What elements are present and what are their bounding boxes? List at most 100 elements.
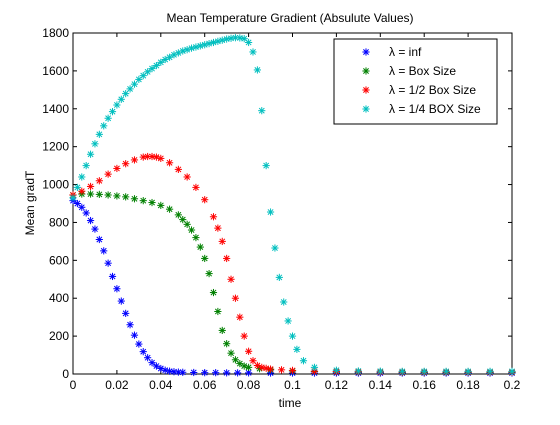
marker-stroke xyxy=(74,200,81,207)
marker-stroke xyxy=(293,346,300,353)
marker-stroke xyxy=(74,184,81,191)
data-point xyxy=(420,367,428,375)
marker-stroke xyxy=(210,289,217,296)
marker-stroke xyxy=(87,183,94,190)
marker-stroke xyxy=(70,194,76,201)
marker-stroke xyxy=(188,227,195,233)
marker-stroke xyxy=(311,364,318,371)
chart-title: Mean Temperature Gradient (Absulute Valu… xyxy=(166,11,413,25)
marker-stroke xyxy=(232,295,239,302)
marker-stroke xyxy=(109,108,116,115)
marker-stroke xyxy=(184,174,191,180)
marker-stroke xyxy=(443,368,450,375)
marker-stroke xyxy=(289,367,296,374)
marker-stroke xyxy=(228,35,234,42)
data-point xyxy=(86,150,95,158)
marker-stroke xyxy=(219,37,226,44)
data-point xyxy=(108,108,117,116)
marker-stroke xyxy=(201,41,208,48)
data-point xyxy=(205,269,213,278)
data-point xyxy=(205,40,213,48)
marker-stroke xyxy=(105,171,112,178)
marker-stroke xyxy=(258,107,265,114)
data-point xyxy=(161,366,169,374)
marker-stroke xyxy=(113,285,120,292)
marker-stroke xyxy=(100,122,107,129)
data-point xyxy=(240,332,248,340)
legend-marker xyxy=(362,48,370,56)
data-point xyxy=(122,309,130,317)
marker-stroke xyxy=(127,321,134,328)
marker-stroke xyxy=(144,153,151,160)
marker-stroke xyxy=(228,276,234,283)
marker-stroke xyxy=(254,66,261,73)
marker-stroke xyxy=(144,354,151,361)
data-point xyxy=(249,357,257,365)
marker-stroke xyxy=(135,341,142,348)
marker-stroke xyxy=(166,54,173,61)
data-point xyxy=(139,348,147,356)
data-point xyxy=(78,187,86,195)
marker-stroke xyxy=(280,299,287,305)
legend: λ = inf λ = Box Size λ = 1/2 Box Size λ = 1… xyxy=(333,38,498,125)
data-point xyxy=(113,101,121,109)
marker-stroke xyxy=(109,273,116,280)
marker-stroke xyxy=(162,367,169,374)
data-point xyxy=(174,211,182,219)
marker-stroke xyxy=(363,49,369,55)
marker-stroke xyxy=(223,255,230,262)
marker-stroke xyxy=(131,156,138,163)
marker-stroke xyxy=(162,56,169,63)
marker-stroke xyxy=(113,102,120,108)
marker-stroke xyxy=(149,199,155,206)
data-point xyxy=(266,365,275,373)
data-point xyxy=(192,234,200,242)
marker-stroke xyxy=(487,368,493,375)
data-point xyxy=(122,193,130,201)
marker-stroke xyxy=(300,357,307,364)
data-point xyxy=(231,294,240,302)
data-point xyxy=(209,288,218,297)
marker-stroke xyxy=(201,255,208,262)
marker-stroke xyxy=(83,162,90,169)
data-point xyxy=(277,366,286,374)
data-point xyxy=(201,41,209,49)
marker-stroke xyxy=(87,151,94,158)
data-point xyxy=(201,369,209,377)
marker-stroke xyxy=(153,363,160,369)
marker-stroke xyxy=(118,96,125,103)
marker-stroke xyxy=(223,369,230,376)
data-point xyxy=(227,34,235,42)
data-point xyxy=(398,367,406,375)
marker-stroke xyxy=(206,270,213,277)
data-point xyxy=(73,199,81,208)
data-point xyxy=(179,216,187,224)
data-point xyxy=(245,38,253,47)
x-tick-label: 0.06 xyxy=(193,378,217,392)
data-point xyxy=(174,165,182,173)
data-point xyxy=(284,317,292,325)
x-tick-label: 0.08 xyxy=(237,378,261,392)
data-point xyxy=(190,368,198,377)
marker-stroke xyxy=(241,35,248,42)
data-point xyxy=(214,307,222,316)
data-point xyxy=(214,224,222,232)
marker-stroke xyxy=(250,48,256,55)
marker-stroke xyxy=(149,65,155,72)
data-point xyxy=(100,247,108,255)
marker-stroke xyxy=(131,195,138,202)
marker-stroke xyxy=(175,166,182,173)
data-point xyxy=(236,359,244,368)
marker-stroke xyxy=(245,364,252,371)
marker-stroke xyxy=(267,209,274,215)
marker-stroke xyxy=(285,318,292,324)
data-point xyxy=(214,37,222,45)
marker-stroke xyxy=(105,192,112,198)
marker-stroke xyxy=(184,221,191,228)
marker-stroke xyxy=(421,368,428,375)
data-point xyxy=(78,203,86,211)
data-point xyxy=(95,190,103,199)
marker-stroke xyxy=(122,90,129,97)
x-tick-label: 0.16 xyxy=(413,378,437,392)
data-point xyxy=(113,285,121,293)
